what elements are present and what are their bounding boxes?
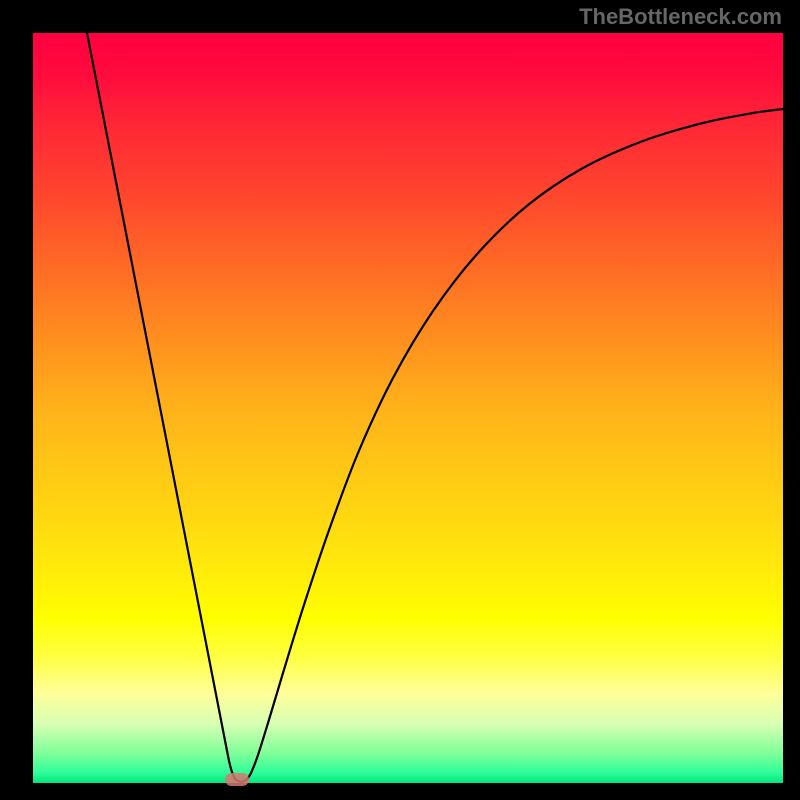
- watermark-text: TheBottleneck.com: [579, 4, 782, 30]
- minimum-marker: [225, 773, 249, 786]
- curve-svg: [33, 33, 783, 783]
- plot-area: [33, 33, 783, 783]
- chart-container: TheBottleneck.com: [0, 0, 800, 800]
- bottleneck-curve: [87, 33, 783, 782]
